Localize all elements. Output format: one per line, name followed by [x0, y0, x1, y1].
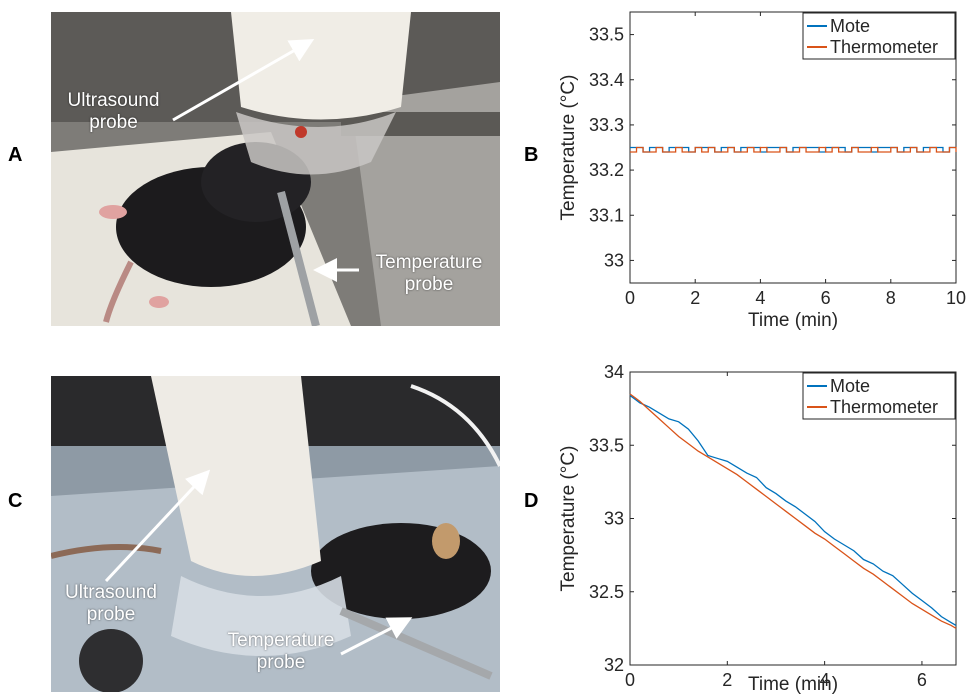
y-tick-label-b: 33.1 [589, 205, 624, 225]
legend-label-mote-d: Mote [830, 376, 870, 396]
plot-frame-b [629, 11, 957, 284]
x-tick-label-b: 0 [625, 288, 635, 308]
legend-box-d [802, 372, 956, 420]
panel-letter-b: B [524, 144, 539, 166]
legend-label-thermometer-d: Thermometer [830, 397, 938, 417]
y-tick-label-b: 33.2 [589, 160, 624, 180]
y-tick-label-d: 34 [604, 362, 624, 382]
x-tick-label-b: 6 [821, 288, 831, 308]
x-tick-label-b: 2 [690, 288, 700, 308]
temperature-probe-label-a: Temperature probe [375, 252, 483, 295]
legend-label-mote-b: Mote [830, 16, 870, 36]
y-tick-label-b: 33.5 [589, 25, 624, 45]
temperature-probe-label-c: Temperature probe [227, 630, 335, 673]
ultrasound-probe-label-a: Ultrasound probe [67, 90, 160, 133]
y-tick-label-d: 32.5 [589, 582, 624, 602]
legend-box-b [802, 12, 956, 60]
photo-c-mouse-setup: Ultrasound probe Temperature probe [51, 376, 500, 692]
panel-letter-a: A [8, 144, 23, 166]
x-tick-label-b: 8 [886, 288, 896, 308]
y-axis-label-b: Temperature (°C) [558, 75, 579, 221]
x-tick-label-b: 10 [946, 288, 966, 308]
y-tick-label-d: 33 [604, 509, 624, 529]
x-tick-label-d: 4 [820, 670, 830, 690]
panel-letter-c: C [8, 490, 23, 512]
series-line-thermometer-b [630, 146, 957, 153]
x-tick-label-d: 0 [625, 670, 635, 690]
plot-frame-d [629, 371, 957, 666]
x-axis-label-b: Time (min) [748, 310, 838, 331]
series-line-mote-d [629, 394, 957, 627]
y-tick-label-d: 33.5 [589, 435, 624, 455]
y-tick-label-b: 33 [604, 250, 624, 270]
x-tick-label-d: 2 [722, 670, 732, 690]
legend-label-thermometer-b: Thermometer [830, 37, 938, 57]
y-axis-label-d: Temperature (°C) [558, 446, 579, 592]
x-axis-label-d: Time (min) [748, 674, 838, 695]
ultrasound-probe-label-c: Ultrasound probe [65, 582, 157, 625]
y-tick-label-d: 32 [604, 655, 624, 675]
y-tick-label-b: 33.3 [589, 115, 624, 135]
series-line-mote-b [630, 146, 956, 153]
series-line-thermometer-d [629, 393, 957, 629]
y-tick-label-b: 33.4 [589, 70, 624, 90]
x-tick-label-b: 4 [755, 288, 765, 308]
x-tick-label-d: 6 [917, 670, 927, 690]
panel-letter-d: D [524, 490, 539, 512]
photo-a-mouse-setup: Ultrasound probe Temperature probe [51, 12, 500, 326]
